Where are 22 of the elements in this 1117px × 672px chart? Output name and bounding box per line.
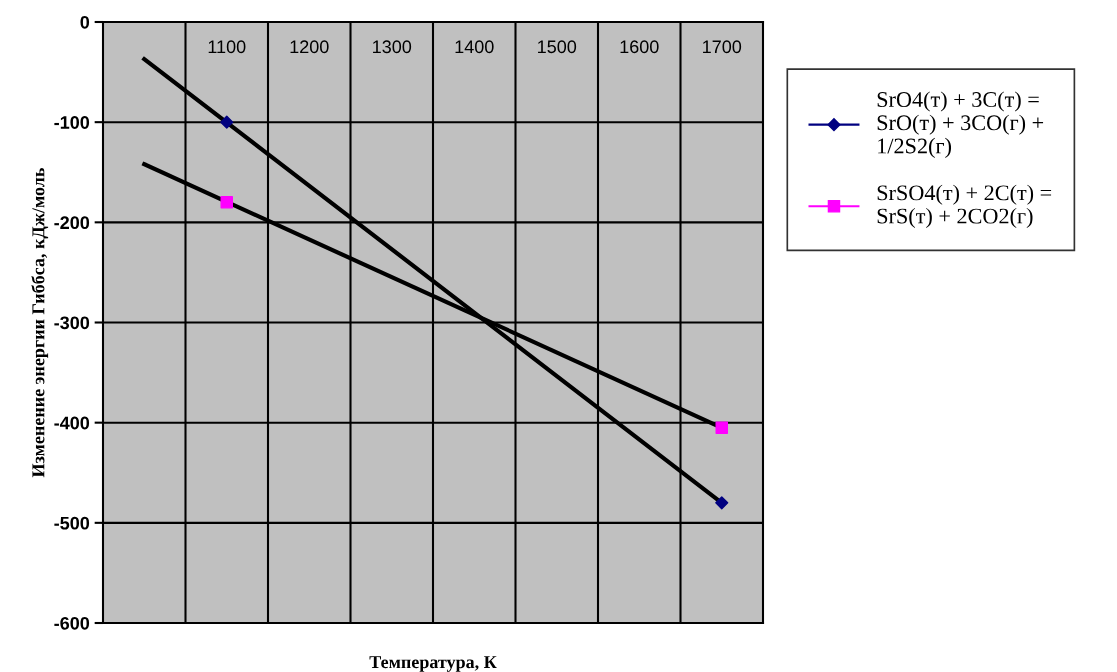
x-tick-label: 1700	[703, 40, 742, 54]
y-tick-label: -300	[54, 316, 90, 330]
x-tick-label: 1100	[208, 40, 246, 54]
y-axis-title: Изменение энергии Гиббса, кДж/моль	[31, 168, 49, 478]
x-tick-label: 1600	[620, 40, 659, 54]
point	[220, 115, 234, 129]
y-tick-label: -400	[54, 416, 90, 430]
y-tick-label: -100	[54, 116, 90, 129]
x-tick-label: 1300	[373, 40, 412, 54]
x-tick-label: 1400	[455, 40, 494, 54]
x-tick-label: 1500	[538, 40, 577, 54]
x-tick-label: 1200	[290, 40, 329, 54]
point	[220, 196, 234, 209]
legend-label: SrO4(т) + 3C(т) = SrO(т) + 3CO(г) + 1/2S2(г)	[877, 91, 1044, 159]
y-tick-label: 0	[80, 15, 90, 29]
y-tick-label: -200	[54, 216, 90, 230]
y-tick-label: -500	[54, 516, 90, 530]
y-tick-label: -600	[54, 616, 90, 630]
x-axis-title: Температура, К	[369, 656, 497, 672]
legend-label: SrSO4(т) + 2C(т) = SrS(т) + 2CO2(г)	[877, 184, 1052, 229]
point	[715, 421, 729, 434]
point	[715, 496, 729, 510]
